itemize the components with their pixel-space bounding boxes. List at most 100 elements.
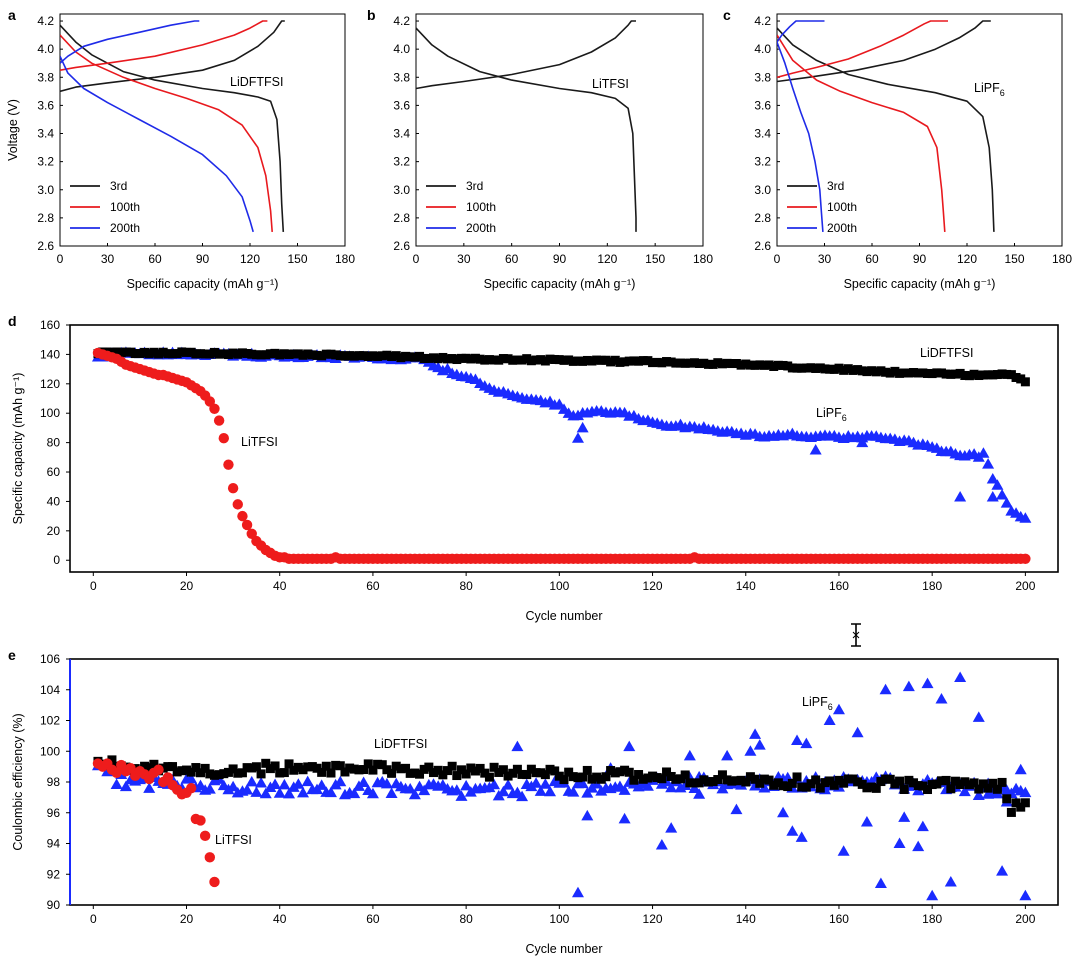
marker-LiDFTFSI xyxy=(964,780,974,790)
marker-LiDFTFSI xyxy=(303,762,313,772)
marker-LiPF6 xyxy=(618,812,631,824)
x-tick-label: 20 xyxy=(180,579,194,593)
marker-LiTFSI xyxy=(185,782,197,794)
marker-LiTFSI xyxy=(213,415,225,426)
series-line-3rd-charge xyxy=(416,20,636,90)
marker-LiDFTFSI xyxy=(1016,374,1026,384)
annotation-c: LiPF6 xyxy=(974,81,1005,98)
marker-LiDFTFSI xyxy=(396,353,406,363)
marker-LiDFTFSI xyxy=(904,775,914,785)
marker-LiTFSI xyxy=(204,852,216,863)
marker-LiDFTFSI xyxy=(424,762,434,772)
annotation-a: LiDFTFSI xyxy=(230,75,283,89)
y-tick-label: 90 xyxy=(47,898,61,912)
marker-LiDFTFSI xyxy=(554,355,564,365)
marker-LiDFTFSI xyxy=(307,350,317,360)
marker-LiPF6 xyxy=(250,786,263,797)
marker-LiDFTFSI xyxy=(335,761,345,771)
marker-LiDFTFSI xyxy=(405,352,415,362)
marker-LiDFTFSI xyxy=(438,352,448,362)
marker-LiDFTFSI xyxy=(792,772,802,782)
marker-LiPF6 xyxy=(348,787,361,799)
marker-LiDFTFSI xyxy=(904,368,914,378)
marker-LiPF6 xyxy=(483,781,496,793)
x-tick-label: 140 xyxy=(736,579,756,593)
marker-LiDFTFSI xyxy=(783,782,793,792)
marker-LiDFTFSI xyxy=(410,352,420,362)
marker-LiDFTFSI xyxy=(419,764,429,774)
marker-LiDFTFSI xyxy=(452,355,462,365)
marker-LiDFTFSI xyxy=(494,767,504,777)
marker-LiDFTFSI xyxy=(960,777,970,787)
marker-LiDFTFSI xyxy=(326,349,336,359)
marker-LiDFTFSI xyxy=(438,770,448,780)
marker-LiDFTFSI xyxy=(214,349,224,359)
marker-LiDFTFSI xyxy=(755,778,765,788)
marker-LiDFTFSI xyxy=(470,766,480,776)
marker-LiDFTFSI xyxy=(703,359,713,369)
x-axis-label: Specific capacity (mAh g⁻¹) xyxy=(127,277,279,291)
marker-LiDFTFSI xyxy=(606,357,616,367)
marker-LiDFTFSI xyxy=(1006,370,1016,380)
marker-LiDFTFSI xyxy=(298,350,308,360)
marker-LiDFTFSI xyxy=(205,769,215,779)
marker-LiPF6 xyxy=(380,777,393,789)
marker-LiPF6 xyxy=(534,785,547,796)
marker-LiDFTFSI xyxy=(787,363,797,373)
marker-LiDFTFSI xyxy=(992,370,1002,380)
panel-label-e: e xyxy=(8,647,16,663)
legend-label-200th: 200th xyxy=(466,221,496,235)
marker-LiDFTFSI xyxy=(564,767,574,777)
y-tick-label: 100 xyxy=(40,406,60,420)
marker-LiDFTFSI xyxy=(820,364,830,374)
marker-LiDFTFSI xyxy=(401,763,411,773)
marker-LiDFTFSI xyxy=(573,773,583,783)
marker-LiDFTFSI xyxy=(279,349,289,359)
marker-LiDFTFSI xyxy=(708,359,718,369)
marker-LiPF6 xyxy=(693,788,706,799)
marker-LiDFTFSI xyxy=(853,777,863,787)
series-line-200th-discharge xyxy=(777,41,824,232)
marker-LiPF6 xyxy=(791,734,804,745)
x-tick-label: 40 xyxy=(273,579,287,593)
marker-LiPF6 xyxy=(511,740,524,752)
marker-LiPF6 xyxy=(571,886,584,898)
marker-LiDFTFSI xyxy=(699,775,709,785)
marker-LiDFTFSI xyxy=(578,772,588,782)
x-tick-label: 180 xyxy=(922,912,942,926)
marker-LiDFTFSI xyxy=(787,778,797,788)
y-tick-label: 96 xyxy=(47,806,61,820)
marker-LiDFTFSI xyxy=(578,356,588,366)
marker-LiDFTFSI xyxy=(205,349,215,359)
x-tick-label: 0 xyxy=(90,912,97,926)
x-tick-label: 120 xyxy=(240,252,260,266)
series-line-3rd-discharge xyxy=(777,27,995,232)
marker-LiPF6 xyxy=(749,779,762,791)
marker-LiDFTFSI xyxy=(270,761,280,771)
marker-LiPF6 xyxy=(292,778,305,789)
marker-LiDFTFSI xyxy=(848,774,858,784)
marker-LiPF6 xyxy=(553,398,566,409)
marker-LiDFTFSI xyxy=(964,371,974,381)
marker-LiPF6 xyxy=(418,784,431,796)
marker-LiDFTFSI xyxy=(377,760,387,770)
marker-LiDFTFSI xyxy=(130,349,140,359)
marker-LiDFTFSI xyxy=(214,770,224,780)
marker-LiDFTFSI xyxy=(666,357,676,367)
marker-LiDFTFSI xyxy=(177,347,187,357)
marker-LiDFTFSI xyxy=(648,771,658,781)
plot-area xyxy=(60,20,285,233)
marker-LiDFTFSI xyxy=(876,777,886,787)
marker-LiPF6 xyxy=(800,737,813,749)
annotation-e-1-main: LiTFSI xyxy=(215,833,252,847)
marker-LiDFTFSI xyxy=(158,347,168,357)
marker-LiDFTFSI xyxy=(195,768,205,778)
marker-LiDFTFSI xyxy=(209,347,219,357)
marker-LiPF6 xyxy=(1019,512,1032,523)
marker-LiPF6 xyxy=(935,692,948,704)
marker-LiDFTFSI xyxy=(550,766,560,776)
marker-LiDFTFSI xyxy=(731,776,741,786)
marker-LiDFTFSI xyxy=(950,369,960,379)
marker-LiDFTFSI xyxy=(233,349,243,359)
marker-LiPF6 xyxy=(665,822,678,833)
